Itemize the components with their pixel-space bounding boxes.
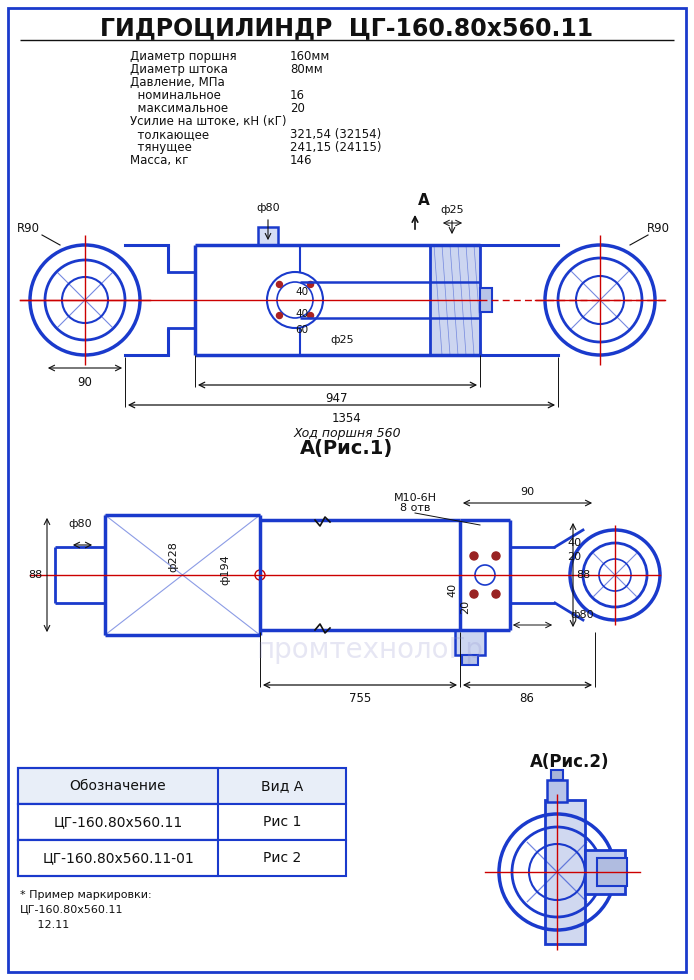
Bar [258, 227, 278, 245]
Text: ЦГ-160.80х560.11: ЦГ-160.80х560.11 [53, 815, 183, 829]
Bar [18, 768, 346, 804]
Bar [545, 800, 585, 944]
Circle shape [276, 281, 282, 287]
Circle shape [307, 281, 314, 287]
Text: 80мм: 80мм [290, 63, 323, 76]
Bar [585, 850, 625, 894]
Text: Обозначение: Обозначение [69, 779, 167, 793]
Text: A: A [418, 193, 430, 208]
Text: Давление, МПа: Давление, МПа [130, 76, 225, 89]
Text: 90: 90 [78, 376, 92, 389]
Bar [462, 655, 478, 665]
Text: 1354: 1354 [332, 412, 362, 425]
Text: ф80: ф80 [256, 203, 280, 213]
Bar [18, 840, 218, 876]
Text: 86: 86 [520, 692, 534, 705]
Text: R90: R90 [647, 221, 670, 234]
Text: Масса, кг: Масса, кг [130, 154, 188, 167]
Text: 40: 40 [567, 538, 581, 548]
Text: 20: 20 [290, 102, 305, 115]
Text: ф25: ф25 [440, 205, 464, 215]
Bar [547, 780, 567, 802]
Text: 146: 146 [290, 154, 312, 167]
Text: 40: 40 [447, 583, 457, 597]
Text: ф25: ф25 [330, 335, 354, 345]
Text: Усилие на штоке, кН (кГ): Усилие на штоке, кН (кГ) [130, 115, 287, 128]
Text: Рис 1: Рис 1 [263, 815, 301, 829]
Circle shape [470, 590, 478, 598]
Text: Рис 2: Рис 2 [263, 851, 301, 865]
Bar [551, 770, 563, 780]
Text: ГИДРОЦИЛИНДР  ЦГ-160.80х560.11: ГИДРОЦИЛИНДР ЦГ-160.80х560.11 [101, 16, 593, 40]
Circle shape [470, 552, 478, 560]
Bar [455, 630, 485, 655]
Text: 20: 20 [567, 552, 581, 562]
Text: максимальное: максимальное [130, 102, 228, 115]
Text: Вид А: Вид А [261, 779, 303, 793]
Bar [18, 768, 218, 804]
Bar [430, 245, 480, 355]
Text: 88: 88 [28, 570, 42, 580]
Text: 60: 60 [295, 325, 308, 335]
Text: ф194: ф194 [220, 555, 230, 585]
Text: 20: 20 [460, 600, 470, 614]
Text: А(Рис.2): А(Рис.2) [530, 753, 610, 771]
Text: 947: 947 [325, 392, 348, 405]
Text: ф80: ф80 [68, 519, 92, 529]
Bar [18, 804, 346, 840]
Text: 90: 90 [520, 487, 534, 497]
Text: А(Рис.1): А(Рис.1) [301, 438, 393, 458]
Text: 40: 40 [295, 309, 308, 319]
Circle shape [492, 590, 500, 598]
Bar [455, 630, 485, 655]
Bar [597, 858, 627, 886]
Text: Диаметр штока: Диаметр штока [130, 63, 228, 76]
Circle shape [276, 313, 282, 318]
Text: R90: R90 [17, 221, 40, 234]
Text: ф80: ф80 [570, 610, 593, 620]
Text: ф228: ф228 [168, 542, 178, 572]
Text: 40: 40 [295, 287, 308, 297]
Text: 755: 755 [349, 692, 371, 705]
Text: 321,54 (32154): 321,54 (32154) [290, 128, 381, 141]
Text: 241,15 (24115): 241,15 (24115) [290, 141, 382, 154]
Bar [480, 288, 492, 312]
Circle shape [492, 552, 500, 560]
Bar [18, 804, 218, 840]
Text: толкающее: толкающее [130, 128, 209, 141]
Text: Ход поршня 560: Ход поршня 560 [293, 427, 401, 440]
Text: номинальное: номинальное [130, 89, 221, 102]
Text: 16: 16 [290, 89, 305, 102]
Text: ЦГ-160.80х560.11-01: ЦГ-160.80х560.11-01 [42, 851, 194, 865]
Text: тянущее: тянущее [130, 141, 192, 154]
Bar [18, 840, 346, 876]
Text: 8 отв: 8 отв [400, 503, 430, 513]
Text: М10-6Н: М10-6Н [393, 493, 437, 503]
Text: промтехнолоГр: промтехнолоГр [257, 636, 484, 664]
Text: 88: 88 [576, 570, 590, 580]
Text: * Пример маркировки:
ЦГ-160.80х560.11
     12.11: * Пример маркировки: ЦГ-160.80х560.11 12… [20, 890, 151, 930]
Text: Диаметр поршня: Диаметр поршня [130, 50, 237, 63]
Text: 160мм: 160мм [290, 50, 330, 63]
Circle shape [307, 313, 314, 318]
